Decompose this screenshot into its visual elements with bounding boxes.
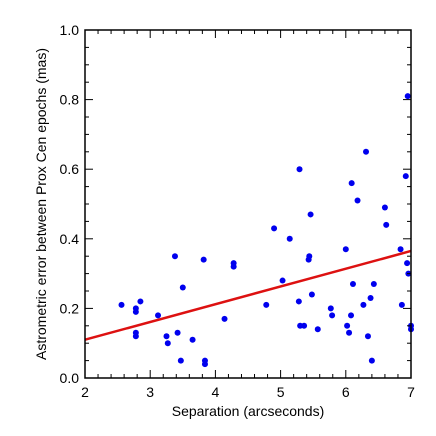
x-tick-label: 2: [81, 384, 89, 400]
data-point: [221, 315, 228, 322]
data-point: [397, 246, 404, 253]
data-point: [286, 235, 293, 242]
data-point: [155, 312, 162, 319]
data-point: [363, 148, 370, 155]
data-point: [360, 301, 367, 308]
data-point: [301, 322, 308, 329]
data-point: [132, 333, 139, 340]
data-point: [271, 225, 278, 232]
data-point: [118, 301, 125, 308]
data-point: [364, 333, 371, 340]
data-point: [383, 221, 390, 228]
data-point: [404, 93, 411, 100]
data-point: [189, 336, 196, 343]
data-point: [348, 180, 355, 187]
data-point: [296, 166, 303, 173]
data-point: [200, 256, 207, 263]
data-point: [308, 291, 315, 298]
x-tick-label: 3: [146, 384, 154, 400]
y-tick-labels: 0.0 0.2 0.4 0.6 0.8 1.0: [60, 22, 80, 386]
data-point: [179, 284, 186, 291]
data-point: [230, 263, 237, 270]
y-tick-label: 0.0: [60, 370, 80, 386]
fit-line: [84, 249, 412, 341]
data-point: [327, 305, 334, 312]
data-point: [368, 357, 375, 364]
data-point: [295, 298, 302, 305]
data-point: [344, 322, 351, 329]
data-point: [354, 197, 361, 204]
x-axis-title: Separation (arcseconds): [172, 403, 325, 419]
data-point: [279, 277, 286, 284]
data-point: [307, 211, 314, 218]
data-point: [306, 253, 313, 260]
data-points: [118, 93, 414, 368]
data-point: [404, 260, 411, 267]
data-point: [177, 357, 184, 364]
data-point: [263, 301, 270, 308]
data-point: [346, 329, 353, 336]
data-point: [174, 329, 181, 336]
y-tick-label: 0.2: [60, 300, 80, 316]
y-tick-label: 1.0: [60, 22, 80, 38]
data-point: [314, 326, 321, 333]
fit-line-group: [84, 249, 412, 341]
x-tick-label: 4: [212, 384, 220, 400]
data-point: [137, 298, 144, 305]
data-point: [348, 312, 355, 319]
x-tick-label: 6: [342, 384, 350, 400]
y-tick-label: 0.6: [60, 161, 80, 177]
axis-ticks: [84, 29, 412, 379]
y-tick-label: 0.8: [60, 92, 80, 108]
data-point: [381, 204, 388, 211]
data-point: [163, 333, 170, 340]
data-point: [402, 173, 409, 180]
data-point: [329, 312, 336, 319]
data-point: [349, 281, 356, 288]
x-tick-label: 7: [407, 384, 415, 400]
data-point: [164, 340, 171, 347]
data-point: [132, 305, 139, 312]
y-tick-label: 0.4: [60, 231, 80, 247]
data-point: [342, 246, 349, 253]
x-tick-label: 5: [277, 384, 285, 400]
data-point: [171, 253, 178, 260]
data-point: [367, 294, 374, 301]
data-point: [201, 361, 208, 368]
data-point: [370, 281, 377, 288]
y-axis-title: Astrometric error between Prox Cen epoch…: [33, 48, 49, 360]
data-point: [398, 301, 405, 308]
x-tick-labels: 2 3 4 5 6 7: [81, 384, 415, 400]
